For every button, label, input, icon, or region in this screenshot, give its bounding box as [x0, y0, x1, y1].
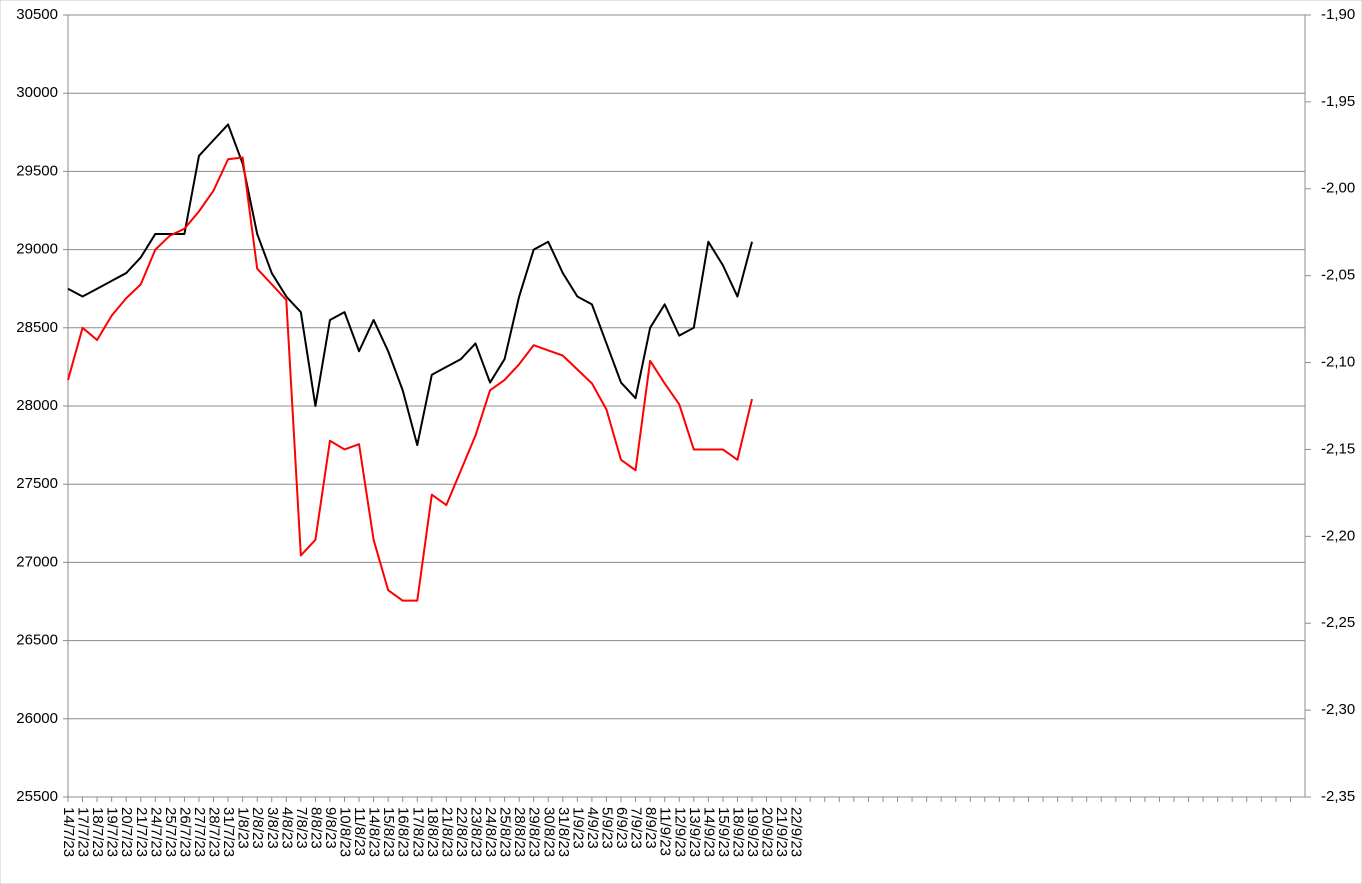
x-tick-label: 15/8/23	[380, 807, 397, 857]
x-tick-label: 17/8/23	[409, 807, 426, 857]
series-line	[67, 123, 753, 447]
y-tick-label: 29500	[16, 162, 58, 179]
x-tick-label: 29/8/23	[526, 807, 543, 857]
x-tick-label: 4/9/23	[584, 807, 601, 849]
x-tick-label: 8/8/23	[307, 807, 324, 849]
x-tick-label: 3/8/23	[264, 807, 281, 849]
series-line	[67, 156, 753, 602]
y2-tick-label: -2,25	[1321, 614, 1355, 631]
y2-tick-label: -1,95	[1321, 93, 1355, 110]
x-tick-label: 14/8/23	[366, 807, 383, 857]
x-tick-label: 16/8/23	[395, 807, 412, 857]
x-tick-label: 1/8/23	[235, 807, 252, 849]
x-tick-label: 8/9/23	[642, 807, 659, 849]
x-tick-label: 11/9/23	[657, 807, 674, 856]
x-tick-label: 14/7/23	[60, 807, 77, 857]
x-tick-label: 6/9/23	[613, 807, 630, 849]
x-tick-label: 19/9/23	[744, 807, 761, 857]
y-tick-label: 27500	[16, 475, 58, 492]
x-tick-label: 9/8/23	[322, 807, 339, 849]
x-tick-label: 2/8/23	[249, 807, 266, 849]
x-tick-label: 24/8/23	[482, 807, 499, 857]
y-tick-label: 26000	[16, 710, 58, 727]
y-tick-label: 28500	[16, 319, 58, 336]
x-tick-label: 25/8/23	[497, 807, 514, 857]
x-tick-label: 21/7/23	[133, 807, 150, 857]
x-tick-label: 19/7/23	[104, 807, 121, 857]
x-tick-label: 7/9/23	[628, 807, 645, 849]
x-tick-label: 26/7/23	[176, 807, 193, 857]
x-tick-label: 17/7/23	[75, 807, 92, 857]
x-tick-label: 24/7/23	[147, 807, 164, 857]
x-tick-label: 27/7/23	[191, 807, 208, 857]
x-tick-label: 4/8/23	[278, 807, 295, 849]
x-tick-label: 18/9/23	[729, 807, 746, 857]
x-tick-label: 21/9/23	[773, 807, 790, 857]
x-tick-label: 22/9/23	[788, 807, 805, 857]
x-tick-label: 22/8/23	[453, 807, 470, 857]
x-tick-label: 28/8/23	[511, 807, 528, 857]
x-tick-label: 31/7/23	[220, 807, 237, 857]
y2-tick-label: -2,05	[1321, 267, 1355, 284]
y-tick-label: 27000	[16, 553, 58, 570]
x-tick-label: 5/9/23	[598, 807, 615, 849]
x-tick-label: 1/9/23	[569, 807, 586, 849]
y2-tick-label: -2,35	[1321, 788, 1355, 805]
x-tick-label: 10/8/23	[337, 807, 354, 857]
x-tick-label: 31/8/23	[555, 807, 572, 857]
x-tick-label: 20/7/23	[118, 807, 135, 857]
y2-tick-label: -2,10	[1321, 354, 1355, 371]
x-tick-label: 7/8/23	[293, 807, 310, 849]
y-tick-label: 28000	[16, 397, 58, 414]
x-tick-label: 11/8/23	[351, 807, 368, 856]
y-tick-label: 30000	[16, 84, 58, 101]
x-tick-label: 30/8/23	[540, 807, 557, 857]
y2-tick-label: -1,90	[1321, 6, 1355, 23]
y-tick-label: 26500	[16, 632, 58, 649]
x-tick-label: 18/8/23	[424, 807, 441, 857]
y2-tick-label: -2,20	[1321, 527, 1355, 544]
y-tick-label: 30500	[16, 6, 58, 23]
x-tick-label: 14/9/23	[700, 807, 717, 857]
x-tick-label: 23/8/23	[468, 807, 485, 857]
y-tick-label: 29000	[16, 241, 58, 258]
x-tick-label: 13/9/23	[686, 807, 703, 857]
x-tick-label: 21/8/23	[438, 807, 455, 857]
x-tick-label: 25/7/23	[162, 807, 179, 857]
x-tick-label: 12/9/23	[671, 807, 688, 857]
x-tick-label: 15/9/23	[715, 807, 732, 857]
y2-tick-label: -2,30	[1321, 701, 1355, 718]
x-tick-label: 18/7/23	[89, 807, 106, 857]
x-tick-label: 28/7/23	[206, 807, 223, 857]
y-tick-label: 25500	[16, 788, 58, 805]
y2-tick-label: -2,00	[1321, 180, 1355, 197]
y2-tick-label: -2,15	[1321, 440, 1355, 457]
x-tick-label: 20/9/23	[759, 807, 776, 857]
